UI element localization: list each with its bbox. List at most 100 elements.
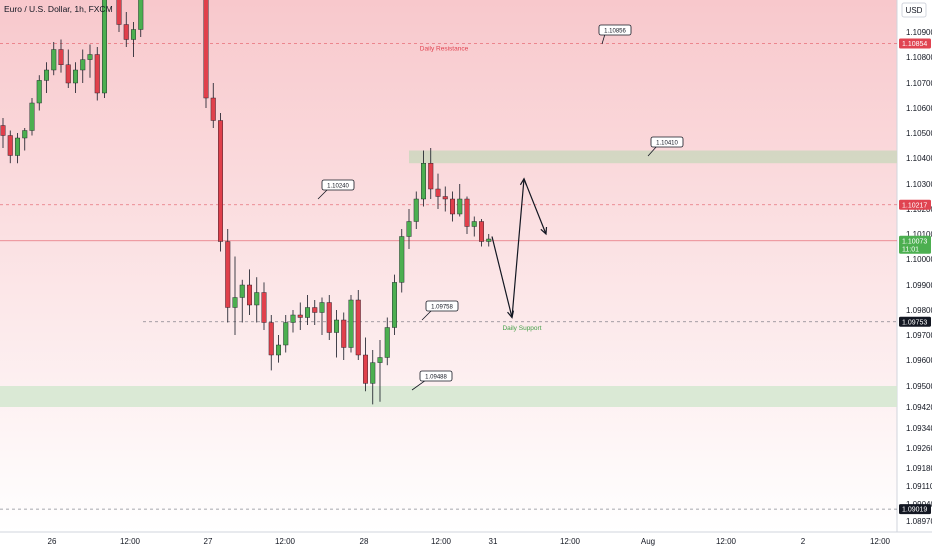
x-tick-label: 12:00 — [716, 537, 737, 546]
y-tick-label: 1.09900 — [906, 281, 932, 290]
chart-title: Euro / U.S. Dollar, 1h, FXCM — [4, 4, 113, 14]
price-callout-text: 1.10240 — [327, 183, 349, 189]
candle-body — [51, 49, 57, 71]
price-callout-text: 1.10856 — [604, 28, 626, 34]
y-tick-label: 1.09800 — [906, 306, 932, 315]
candle-body — [276, 344, 282, 356]
price-tag-text: 1.09753 — [902, 319, 927, 326]
candle-body — [370, 362, 376, 384]
price-tag-text: 1.10217 — [902, 202, 927, 209]
candle-body — [319, 302, 325, 313]
y-tick-label: 1.09500 — [906, 382, 932, 391]
daily-resistance-label: Daily Resistance — [420, 46, 469, 53]
candle-body — [22, 130, 28, 139]
candle-body — [101, 0, 107, 94]
plot-background — [0, 0, 897, 532]
y-tick-label: 1.10500 — [906, 129, 932, 138]
projection-path — [491, 178, 547, 318]
candle-body — [246, 284, 252, 306]
candle-body — [428, 162, 434, 190]
candle-body — [406, 221, 412, 237]
candle-body — [413, 198, 419, 222]
price-callout-box — [321, 179, 355, 191]
projection-arrow-end — [540, 226, 548, 236]
candle-body — [326, 302, 332, 333]
candle-body — [290, 314, 296, 323]
y-tick-label: 1.10100 — [906, 230, 932, 239]
y-tick-label: 1.09340 — [906, 424, 932, 433]
currency-label: USD — [906, 6, 923, 15]
candle-body — [130, 29, 136, 40]
candle-body — [297, 314, 303, 318]
demand-zone — [0, 386, 897, 407]
candle-body — [442, 196, 448, 200]
x-tick-label: 12:00 — [275, 537, 296, 546]
candle-body — [116, 0, 122, 25]
candle-body — [384, 327, 390, 358]
currency-button[interactable] — [901, 2, 927, 18]
callout-pointer — [601, 33, 606, 45]
price-tag — [899, 504, 931, 515]
candle-body — [217, 120, 223, 242]
projection-arrow-up — [519, 177, 528, 186]
price-tag — [899, 38, 931, 49]
x-tick-label: 28 — [360, 537, 369, 546]
price-tag-text: 1.10073 — [902, 238, 927, 245]
candle-body — [363, 354, 369, 384]
x-tick-label: 31 — [489, 537, 498, 546]
y-tick-label: 1.10000 — [906, 255, 932, 264]
y-tick-label: 1.10800 — [906, 53, 932, 62]
y-tick-label: 1.09110 — [906, 482, 932, 491]
x-tick-label: Aug — [641, 537, 655, 546]
price-callout-text: 1.09488 — [425, 374, 447, 380]
callout-pointer — [421, 309, 433, 321]
candle-body — [464, 198, 470, 227]
price-callout-box — [425, 300, 459, 312]
candle-body — [94, 54, 100, 94]
candle-body — [72, 69, 78, 84]
price-callout-text: 1.10410 — [656, 140, 678, 146]
candle-body — [377, 357, 383, 363]
candle-body — [239, 284, 245, 298]
candle-body — [232, 297, 238, 308]
candle-body — [203, 0, 209, 99]
candle-body — [399, 236, 405, 283]
candle-body — [261, 292, 267, 323]
price-callout-text: 1.09758 — [431, 304, 453, 310]
x-tick-label: 12:00 — [870, 537, 891, 546]
price-callout-box — [419, 370, 453, 382]
candle-body — [355, 299, 361, 356]
candle-body — [80, 59, 86, 71]
y-tick-label: 1.09600 — [906, 356, 932, 365]
y-tick-label: 1.10600 — [906, 104, 932, 113]
candle-body — [348, 299, 354, 348]
price-tag-text: 1.09019 — [902, 507, 927, 514]
y-tick-label: 1.08970 — [906, 517, 932, 526]
candle-body — [392, 282, 398, 328]
callout-pointer — [647, 145, 658, 157]
x-tick-label: 26 — [48, 537, 57, 546]
y-tick-label: 1.10900 — [906, 28, 932, 37]
candle-body — [0, 125, 6, 136]
price-tag — [899, 199, 931, 210]
candle-body — [450, 198, 456, 215]
callout-pointer — [411, 379, 427, 391]
candle-body — [283, 322, 289, 346]
candle-body — [421, 162, 427, 200]
y-tick-label: 1.10300 — [906, 180, 932, 189]
candle-body — [65, 64, 71, 84]
candle-body — [87, 54, 93, 60]
candle-body — [14, 137, 20, 156]
candle-body — [254, 292, 260, 306]
price-tag — [899, 316, 931, 327]
candle-body — [268, 322, 274, 356]
candle-body — [435, 188, 441, 197]
x-tick-label: 27 — [204, 537, 213, 546]
x-tick-label: 12:00 — [560, 537, 581, 546]
y-tick-label: 1.10700 — [906, 79, 932, 88]
price-axis-background — [897, 0, 932, 532]
candle-body — [471, 221, 477, 227]
candle-body — [486, 238, 492, 242]
